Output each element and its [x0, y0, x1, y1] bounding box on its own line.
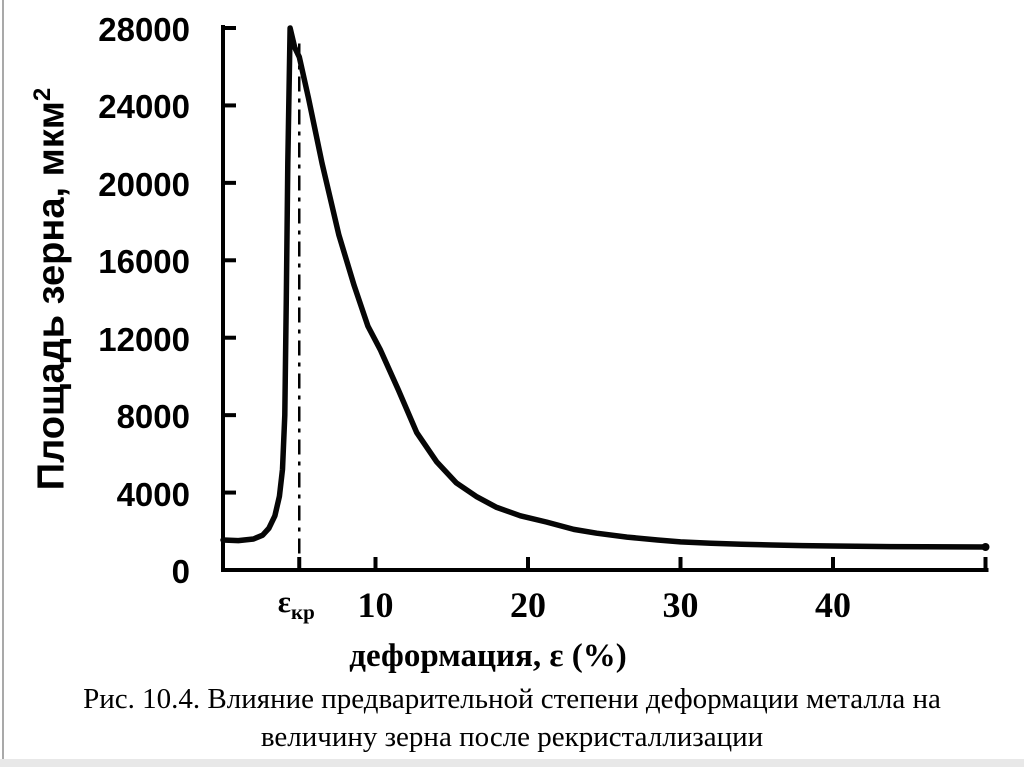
y-tick-label-20000: 20000: [98, 165, 190, 203]
left-edge-line: [2, 0, 4, 759]
bottom-edge-strip: [0, 759, 1024, 767]
grain-area-curve: [220, 25, 989, 550]
curve-end-point: [981, 543, 990, 551]
x-axis-tick-labels: εкр 10 20 30 40: [0, 584, 1024, 626]
y-tick-label-16000: 16000: [98, 243, 190, 281]
x-tick-label-30: 30: [662, 585, 699, 625]
x-tick-label-10: 10: [357, 585, 394, 625]
x-tick-label-20: 20: [510, 585, 546, 625]
y-tick-label-12000: 12000: [98, 320, 190, 358]
y-tick-label-8000: 8000: [116, 398, 190, 436]
caption-line-1: Рис. 10.4. Влияние предварительной степе…: [83, 683, 941, 715]
x-tick-label-40: 40: [815, 585, 851, 625]
y-tick-label-24000: 24000: [98, 88, 190, 126]
y-tick-label-0: 0: [171, 553, 190, 590]
caption-line-2: величину зерна после рекристаллизации: [260, 721, 764, 753]
x-axis-title: деформация, ε (%): [349, 638, 627, 674]
epsilon-symbol: ε: [277, 584, 291, 619]
figure-caption: Рис. 10.4. Влияние предварительной степе…: [0, 680, 1024, 756]
y-axis-tick-labels: 0 4000 8000 12000 16000 20000 24000 28000: [0, 0, 190, 600]
y-tick-label-28000: 28000: [98, 11, 190, 48]
x-tick-label-critical-strain: εкр: [278, 584, 315, 625]
y-tick-label-4000: 4000: [116, 475, 190, 513]
epsilon-subscript: кр: [290, 600, 315, 625]
